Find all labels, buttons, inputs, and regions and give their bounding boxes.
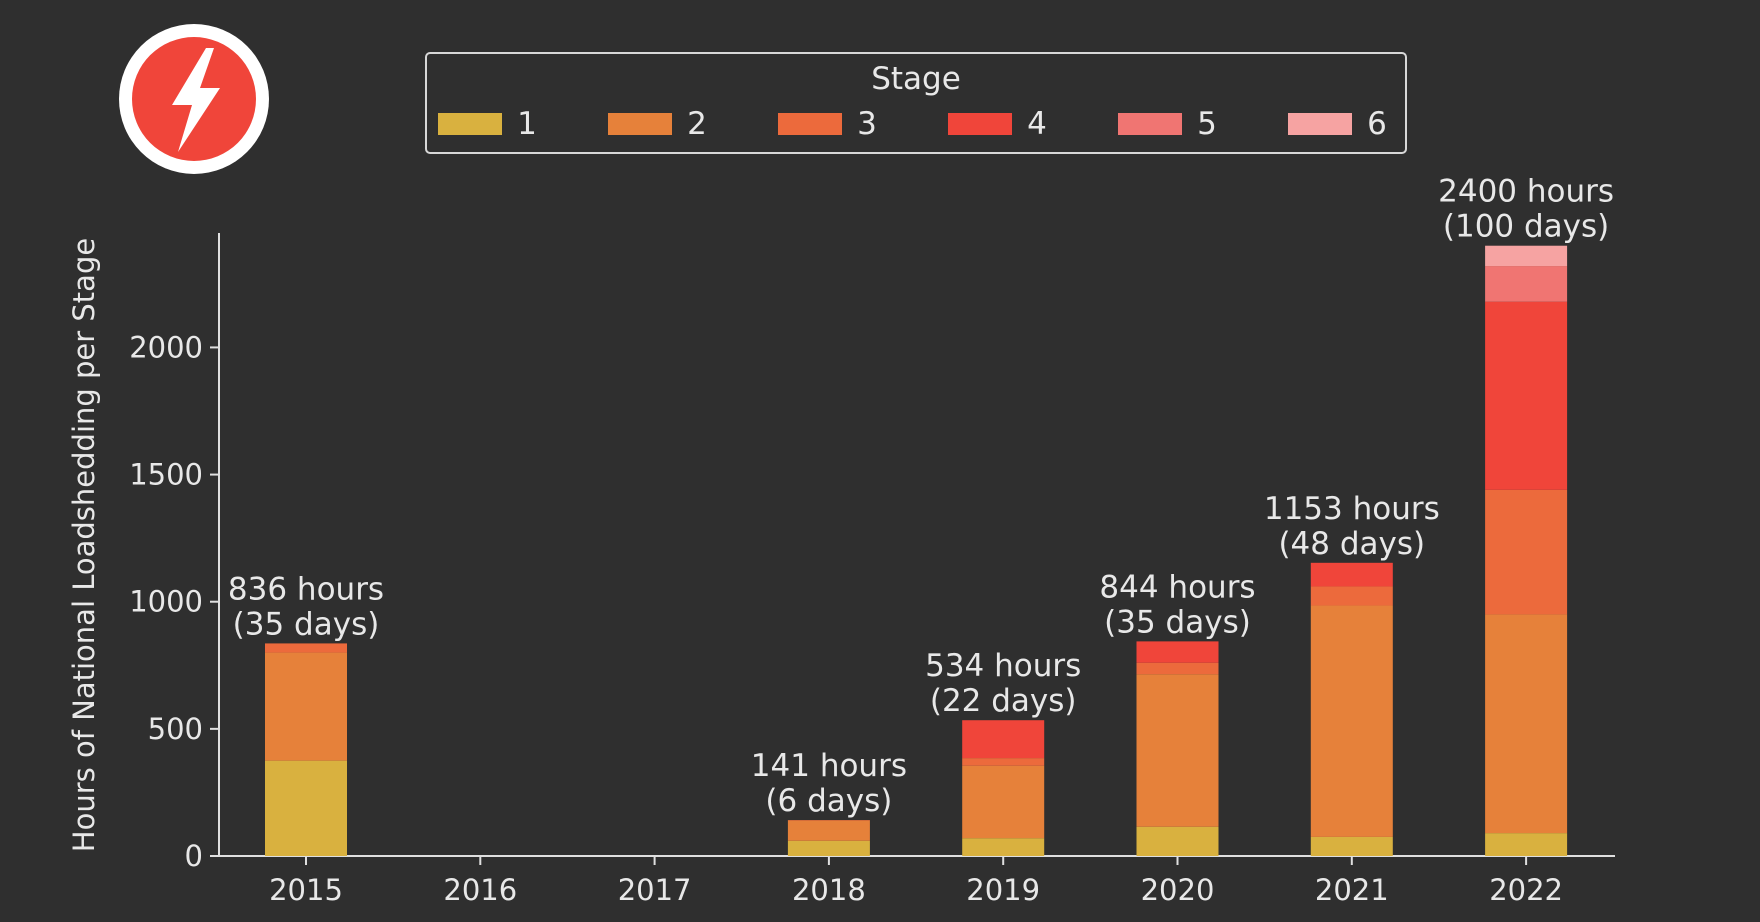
y-ticks: 0 500 1000 1500 2000 — [129, 330, 219, 873]
legend-swatch-stage-1 — [438, 113, 502, 135]
legend-swatch-stage-6 — [1288, 113, 1352, 135]
bar-segment-stage-4 — [1485, 301, 1568, 490]
bar-segment-stage-4 — [962, 720, 1045, 759]
bar-segment-stage-2 — [962, 765, 1045, 839]
logo — [119, 24, 269, 174]
bar-segment-stage-4 — [1310, 562, 1393, 587]
y-tick-label: 1500 — [129, 458, 203, 492]
bar-total-label: 141 hours (6 days) — [751, 748, 907, 819]
x-tick-label: 2019 — [966, 873, 1040, 907]
y-tick-label: 0 — [185, 839, 203, 873]
bar-segment-stage-1 — [1310, 836, 1393, 856]
bar-total-label: 1153 hours (48 days) — [1264, 491, 1440, 562]
bar-total-label: 2400 hours (100 days) — [1438, 174, 1614, 245]
bar-annotations: 836 hours (35 days) 141 hours (6 days) 534 h… — [228, 174, 1614, 819]
legend-label-stage-2: 2 — [687, 106, 707, 142]
bar-segment-stage-3 — [1136, 662, 1219, 675]
bars — [265, 245, 1568, 856]
legend-swatch-stage-3 — [778, 113, 842, 135]
legend-label-stage-1: 1 — [517, 106, 537, 142]
x-tick-label: 2016 — [443, 873, 517, 907]
legend-label-stage-3: 3 — [857, 106, 877, 142]
legend-entries: 1 2 3 4 5 6 — [438, 106, 1387, 142]
legend-swatch-stage-4 — [948, 113, 1012, 135]
legend: Stage 1 2 3 4 5 6 — [425, 52, 1407, 154]
legend-label-stage-4: 4 — [1027, 106, 1047, 142]
axes: Hours of National Loadshedding per Stage — [67, 233, 1615, 857]
bar-segment-stage-5 — [1485, 266, 1568, 302]
bar-segment-stage-3 — [1310, 586, 1393, 606]
bar-total-label: 534 hours (22 days) — [925, 648, 1081, 719]
x-tick-label: 2018 — [792, 873, 866, 907]
bar-segment-stage-1 — [1136, 826, 1219, 856]
legend-swatch-stage-2 — [608, 113, 672, 135]
bar-segment-stage-2 — [1310, 605, 1393, 837]
y-axis-title: Hours of National Loadshedding per Stage — [67, 238, 101, 852]
bar-total-label: 836 hours (35 days) — [228, 571, 384, 642]
x-tick-label: 2015 — [269, 873, 343, 907]
bar-segment-stage-3 — [962, 758, 1045, 766]
legend-label-stage-5: 5 — [1197, 106, 1217, 142]
y-tick-label: 2000 — [129, 330, 203, 364]
x-tick-label: 2021 — [1315, 873, 1389, 907]
bar-segment-stage-2 — [265, 652, 347, 761]
legend-title: Stage — [871, 61, 961, 97]
x-tick-label: 2017 — [618, 873, 692, 907]
bar-segment-stage-2 — [1485, 614, 1568, 834]
lightning-bolt-icon — [172, 48, 220, 152]
x-ticks: 2015 2016 2017 2018 2019 2020 2021 2022 — [269, 856, 1563, 907]
x-tick-label: 2020 — [1141, 873, 1215, 907]
y-tick-label: 500 — [148, 712, 203, 746]
legend-label-stage-6: 6 — [1367, 106, 1387, 142]
bar-segment-stage-2 — [787, 820, 870, 841]
bar-segment-stage-2 — [1136, 674, 1219, 827]
bar-segment-stage-1 — [1485, 833, 1568, 856]
bar-segment-stage-1 — [265, 760, 347, 856]
bar-segment-stage-3 — [265, 643, 347, 653]
legend-swatch-stage-5 — [1118, 113, 1182, 135]
bar-segment-stage-3 — [787, 820, 870, 821]
y-tick-label: 1000 — [129, 585, 203, 619]
bar-segment-stage-4 — [1136, 641, 1219, 663]
bar-segment-stage-6 — [1485, 245, 1568, 267]
bar-segment-stage-1 — [787, 840, 870, 856]
bar-segment-stage-1 — [962, 838, 1045, 856]
bar-total-label: 844 hours (35 days) — [1099, 569, 1255, 640]
bar-segment-stage-3 — [1485, 489, 1568, 615]
x-tick-label: 2022 — [1489, 873, 1563, 907]
